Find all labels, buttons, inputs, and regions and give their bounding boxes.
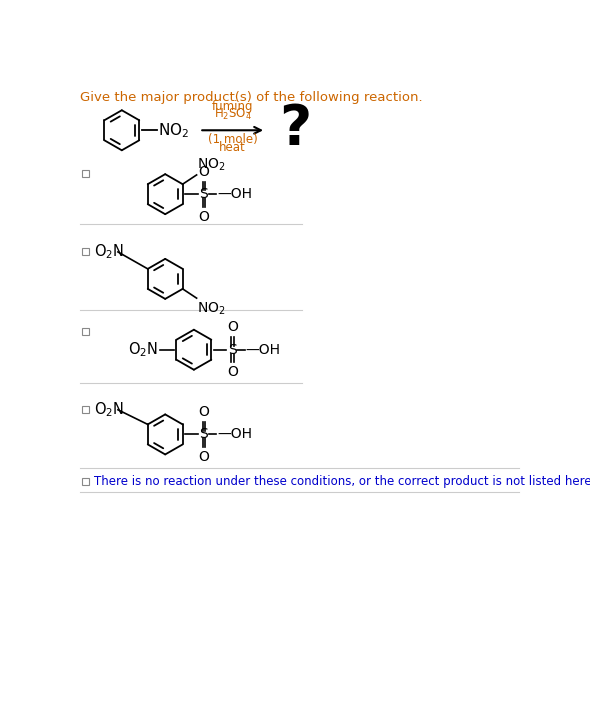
Text: $\mathregular{NO_2}$: $\mathregular{NO_2}$: [198, 300, 226, 317]
Text: —OH: —OH: [246, 343, 281, 357]
Text: $\mathregular{NO_2}$: $\mathregular{NO_2}$: [198, 156, 226, 173]
Text: $\mathregular{O_2N}$: $\mathregular{O_2N}$: [128, 340, 158, 359]
Text: O: O: [198, 165, 209, 179]
Text: S: S: [228, 343, 237, 357]
Text: O: O: [198, 450, 209, 464]
Text: —OH: —OH: [217, 428, 252, 441]
Text: (1 mole): (1 mole): [208, 133, 257, 146]
Bar: [82, 328, 89, 334]
Text: $\mathregular{NO_2}$: $\mathregular{NO_2}$: [158, 121, 189, 139]
Text: $\mathregular{O_2N}$: $\mathregular{O_2N}$: [94, 400, 124, 419]
Text: heat: heat: [219, 141, 246, 154]
Text: —OH: —OH: [217, 187, 252, 201]
Bar: [82, 248, 89, 255]
Text: ?: ?: [279, 102, 312, 156]
Text: S: S: [199, 187, 208, 201]
Text: Give the major product(s) of the following reaction.: Give the major product(s) of the followi…: [80, 91, 422, 104]
Text: $\mathregular{H_2SO_4}$: $\mathregular{H_2SO_4}$: [214, 107, 252, 122]
Text: There is no reaction under these conditions, or the correct product is not liste: There is no reaction under these conditi…: [94, 475, 590, 488]
Text: O: O: [227, 365, 238, 379]
Text: fuming: fuming: [212, 100, 253, 113]
Text: O: O: [227, 320, 238, 334]
Text: O: O: [198, 405, 209, 419]
Bar: [82, 407, 89, 414]
Text: S: S: [199, 428, 208, 441]
Text: O: O: [198, 209, 209, 223]
Text: $\mathregular{O_2N}$: $\mathregular{O_2N}$: [94, 243, 124, 262]
Bar: [82, 478, 89, 485]
Bar: [82, 170, 89, 177]
